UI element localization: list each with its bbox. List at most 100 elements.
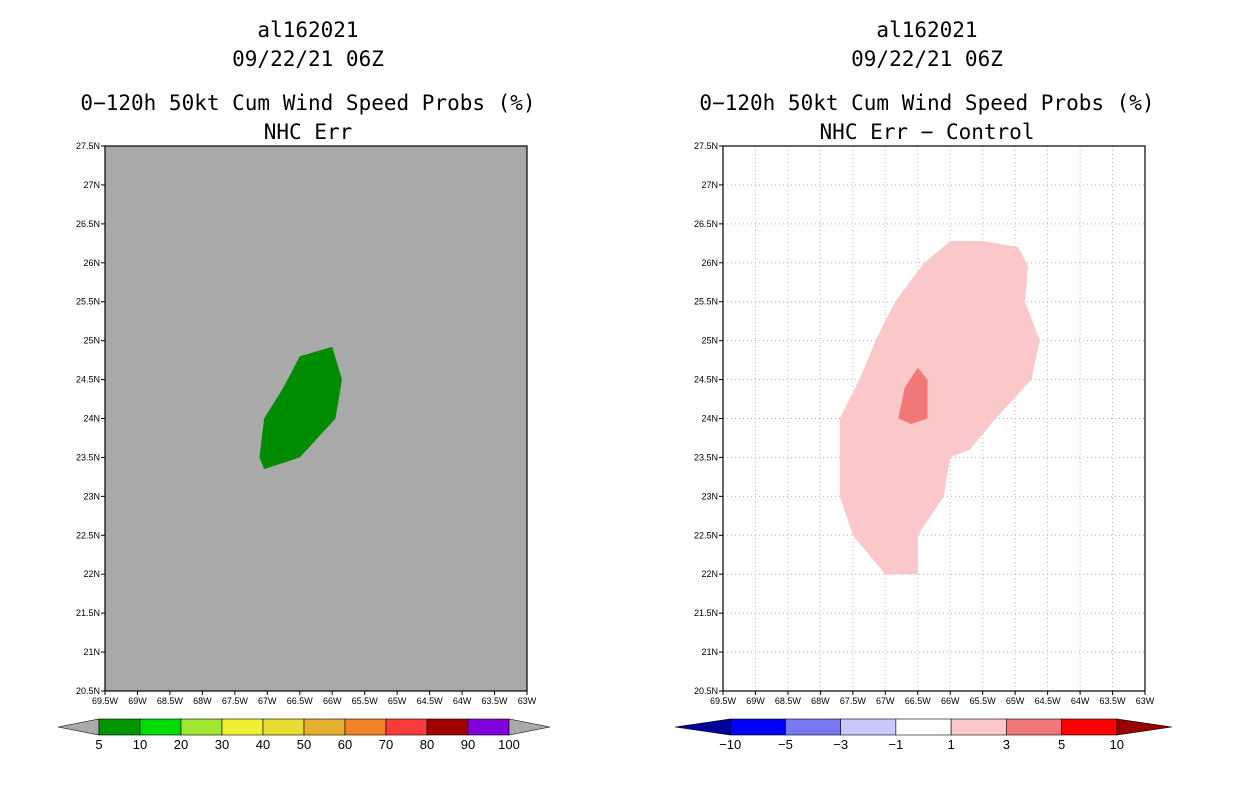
left-panel: al162021 09/22/21 06Z 0−120h 50kt Cum Wi…: [57, 18, 551, 752]
x-tick-label: 65.5W: [352, 696, 379, 706]
y-tick-label: 26N: [83, 258, 100, 268]
x-tick-label: 65.5W: [970, 696, 997, 706]
y-tick-label: 24N: [83, 414, 100, 424]
colorbar-swatch: [426, 718, 469, 736]
colorbar-label: 100: [498, 737, 520, 752]
x-tick-label: 67.5W: [222, 696, 249, 706]
x-tick-label: 63W: [1136, 696, 1155, 706]
y-tick-label: 24N: [701, 414, 718, 424]
colorbar-label: 20: [174, 737, 188, 752]
colorbar-label: 5: [95, 737, 102, 752]
y-tick-label: 24.5N: [694, 375, 718, 385]
probability-region-1-3: [839, 241, 1040, 575]
right-plot-area: 69.5W 69W 68.5W 68W 67.5W 67W 66.5W 66W 65.5W 65W…: [694, 141, 1155, 706]
x-tick-label: 68.5W: [775, 696, 802, 706]
x-tick-label: 65W: [388, 696, 407, 706]
colorbar-label: 3: [1003, 737, 1010, 752]
colorbar-swatch: [895, 718, 952, 736]
y-tick-label: 21N: [701, 647, 718, 657]
y-tick-label: 27.5N: [694, 141, 718, 151]
colorbar-swatch: [840, 718, 897, 736]
y-tick-label: 26N: [701, 258, 718, 268]
colorbar-label: 80: [420, 737, 434, 752]
colorbar-swatch: [139, 718, 182, 736]
y-tick-label: 21.5N: [694, 608, 718, 618]
x-tick-label: 64W: [453, 696, 472, 706]
colorbar-swatch: [180, 718, 223, 736]
right-storm-id: al162021: [876, 18, 977, 42]
colorbar-label: −5: [778, 737, 793, 752]
y-tick-label: 20.5N: [694, 686, 718, 696]
colorbar-swatch: [221, 718, 264, 736]
left-subtitle: NHC Err: [264, 120, 353, 144]
y-tick-label: 22.5N: [76, 530, 100, 540]
right-colorbar: −10 −5 −3 −1 1 3 5 10: [674, 718, 1173, 752]
colorbar-label: 10: [133, 737, 147, 752]
colorbar-swatch: [303, 718, 346, 736]
x-tick-label: 68W: [811, 696, 830, 706]
y-tick-label: 23N: [701, 491, 718, 501]
left-plot-area: 69.5W 69W 68.5W 68W 67.5W 67W 66.5W 66W 65.5W 65W…: [76, 141, 537, 706]
colorbar-label: 1: [947, 737, 954, 752]
colorbar-swatch: [1006, 718, 1062, 736]
colorbar-swatch: [262, 718, 305, 736]
y-tick-label: 27N: [83, 180, 100, 190]
x-tick-label: 64W: [1071, 696, 1090, 706]
right-subtitle: NHC Err − Control: [820, 120, 1035, 144]
right-panel: al162021 09/22/21 06Z 0−120h 50kt Cum Wi…: [674, 18, 1173, 752]
colorbar-label: 90: [461, 737, 475, 752]
colorbar-swatch: [1061, 718, 1118, 736]
probability-region-3-5: [898, 367, 928, 424]
y-tick-label: 23.5N: [694, 452, 718, 462]
colorbar-swatch: [98, 718, 141, 736]
y-tick-label: 25.5N: [694, 297, 718, 307]
y-tick-label: 22N: [83, 569, 100, 579]
x-tick-label: 67.5W: [840, 696, 867, 706]
x-tick-label: 68W: [193, 696, 212, 706]
colorbar-swatch: [785, 718, 841, 736]
left-storm-id: al162021: [257, 18, 358, 42]
x-tick-label: 63.5W: [482, 696, 509, 706]
x-tick-label: 66W: [323, 696, 342, 706]
colorbar-swatch: [385, 718, 428, 736]
colorbar-swatch: [729, 718, 786, 736]
y-tick-label: 22.5N: [694, 530, 718, 540]
colorbar-label: 50: [297, 737, 311, 752]
colorbar-label: 5: [1058, 737, 1065, 752]
x-tick-label: 64.5W: [1035, 696, 1062, 706]
y-tick-label: 21N: [83, 647, 100, 657]
x-tick-label: 66.5W: [905, 696, 932, 706]
colorbar-label: 30: [215, 737, 229, 752]
x-tick-label: 69.5W: [92, 696, 119, 706]
y-tick-label: 21.5N: [76, 608, 100, 618]
x-tick-label: 69.5W: [710, 696, 737, 706]
right-datetime: 09/22/21 06Z: [851, 47, 1003, 71]
x-tick-label: 65W: [1006, 696, 1025, 706]
x-tick-label: 63.5W: [1100, 696, 1127, 706]
x-tick-label: 66.5W: [287, 696, 314, 706]
x-tick-label: 64.5W: [417, 696, 444, 706]
x-tick-label: 67W: [258, 696, 277, 706]
x-tick-label: 66W: [941, 696, 960, 706]
colorbar-end-triangle-right: [1116, 718, 1173, 736]
y-tick-label: 23.5N: [76, 452, 100, 462]
y-tick-label: 27.5N: [76, 141, 100, 151]
y-tick-label: 27N: [701, 180, 718, 190]
x-tick-label: 68.5W: [157, 696, 184, 706]
x-tick-label: 67W: [876, 696, 895, 706]
probability-region-5-10: [259, 346, 342, 470]
colorbar-label: 40: [256, 737, 270, 752]
x-tick-label: 69W: [746, 696, 765, 706]
colorbar-label: −10: [719, 737, 741, 752]
colorbar-end-triangle-left: [674, 718, 731, 736]
colorbar-swatch: [467, 718, 510, 736]
left-datetime: 09/22/21 06Z: [232, 47, 384, 71]
colorbar-label: −1: [888, 737, 903, 752]
y-tick-label: 26.5N: [76, 219, 100, 229]
colorbar-end-triangle-left: [57, 718, 100, 736]
x-tick-label: 63W: [518, 696, 537, 706]
y-tick-label: 23N: [83, 491, 100, 501]
colorbar-swatch: [950, 718, 1007, 736]
left-title: 0−120h 50kt Cum Wind Speed Probs (%): [80, 91, 535, 115]
